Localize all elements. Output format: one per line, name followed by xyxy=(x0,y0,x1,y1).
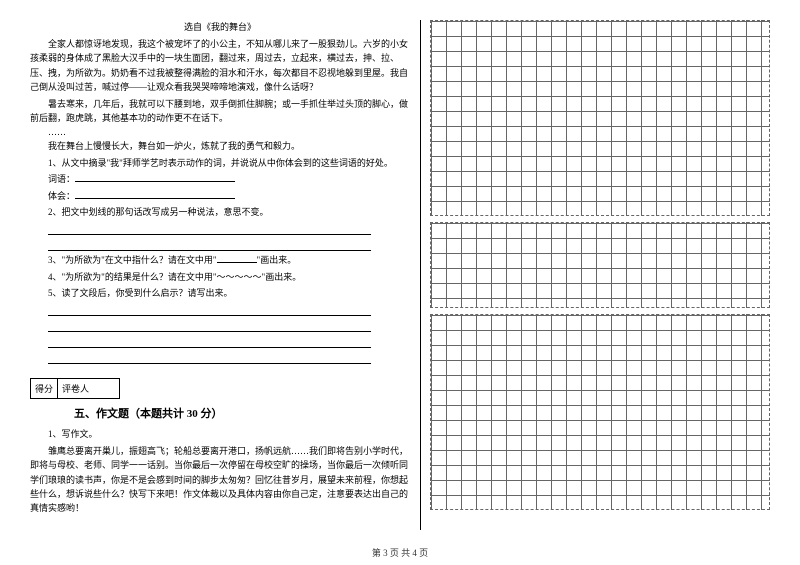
q1-words-label: 词语： xyxy=(30,172,410,186)
question-2: 2、把文中划线的那句话改写成另一种说法，意思不变。 xyxy=(30,205,410,219)
paragraph-2: 暑去寒来，几年后，我就可以下腰到地，双手倒抓住脚腕；或一手抓住举过头顶的脚心，做… xyxy=(30,97,410,126)
q4-wave: ～～～～～ xyxy=(217,272,262,282)
blank-line xyxy=(155,190,195,199)
writing-grid-2 xyxy=(430,222,770,308)
blank-line xyxy=(75,173,115,182)
paragraph-1: 全家人都惊讶地发现，我这个被宠坏了的小公主，不知从哪儿来了一股狠劲儿。六岁的小女… xyxy=(30,37,410,95)
q3-text-b: "画出来。 xyxy=(257,255,297,265)
answer-line xyxy=(48,237,371,251)
paragraph-3: 我在舞台上慢慢长大，舞台如一炉火，炼就了我的勇气和毅力。 xyxy=(30,139,410,153)
answer-line xyxy=(48,350,371,364)
blank-line xyxy=(195,173,235,182)
section-5-title: 五、作文题（本题共计 30 分） xyxy=(30,405,410,421)
answer-line xyxy=(48,221,371,235)
ellipsis-1: …… xyxy=(30,127,410,137)
answer-line xyxy=(48,318,371,332)
question-1: 1、从文中摘录"我"拜师学艺时表示动作的词，并说说从中你体会到的这些词语的好处。 xyxy=(30,156,410,170)
blank-underline xyxy=(217,254,257,263)
question-4: 4、"为所欲为"的结果是什么？请在文中用"～～～～～"画出来。 xyxy=(30,270,410,284)
blank-line xyxy=(195,190,235,199)
q1-exp-text: 体会： xyxy=(48,191,75,201)
q4-text-b: "画出来。 xyxy=(262,272,302,282)
q4-text-a: 4、"为所欲为"的结果是什么？请在文中用" xyxy=(48,272,217,282)
blank-line xyxy=(75,190,115,199)
q1-words-text: 词语： xyxy=(48,174,75,184)
essay-prompt: 雏鹰总要离开巢儿，振翅高飞；轮船总要离开港口，扬帆远航……我们即将告别小学时代，… xyxy=(30,444,410,516)
right-column xyxy=(430,20,770,530)
score-table: 得分 评卷人 xyxy=(30,378,120,399)
score-header-grader: 评卷人 xyxy=(58,379,93,398)
q1-experience-label: 体会： xyxy=(30,189,410,203)
article-source: 选自《我的舞台》 xyxy=(30,20,410,33)
left-column: 选自《我的舞台》 全家人都惊讶地发现，我这个被宠坏了的小公主，不知从哪儿来了一股… xyxy=(30,20,410,530)
blank-line xyxy=(115,173,155,182)
column-divider xyxy=(420,20,421,530)
essay-question-number: 1、写作文。 xyxy=(30,427,410,441)
answer-line xyxy=(48,302,371,316)
question-5: 5、读了文段后，你受到什么启示？请写出来。 xyxy=(30,286,410,300)
answer-line xyxy=(48,334,371,348)
writing-grid-1 xyxy=(430,20,770,216)
blank-line xyxy=(155,173,195,182)
writing-grid-3 xyxy=(430,314,770,510)
blank-line xyxy=(115,190,155,199)
score-header-score: 得分 xyxy=(31,379,58,398)
q3-text-a: 3、"为所欲为"在文中指什么？请在文中用" xyxy=(48,255,217,265)
page-footer: 第 3 页 共 4 页 xyxy=(0,546,800,559)
question-3: 3、"为所欲为"在文中指什么？请在文中用" "画出来。 xyxy=(30,253,410,267)
